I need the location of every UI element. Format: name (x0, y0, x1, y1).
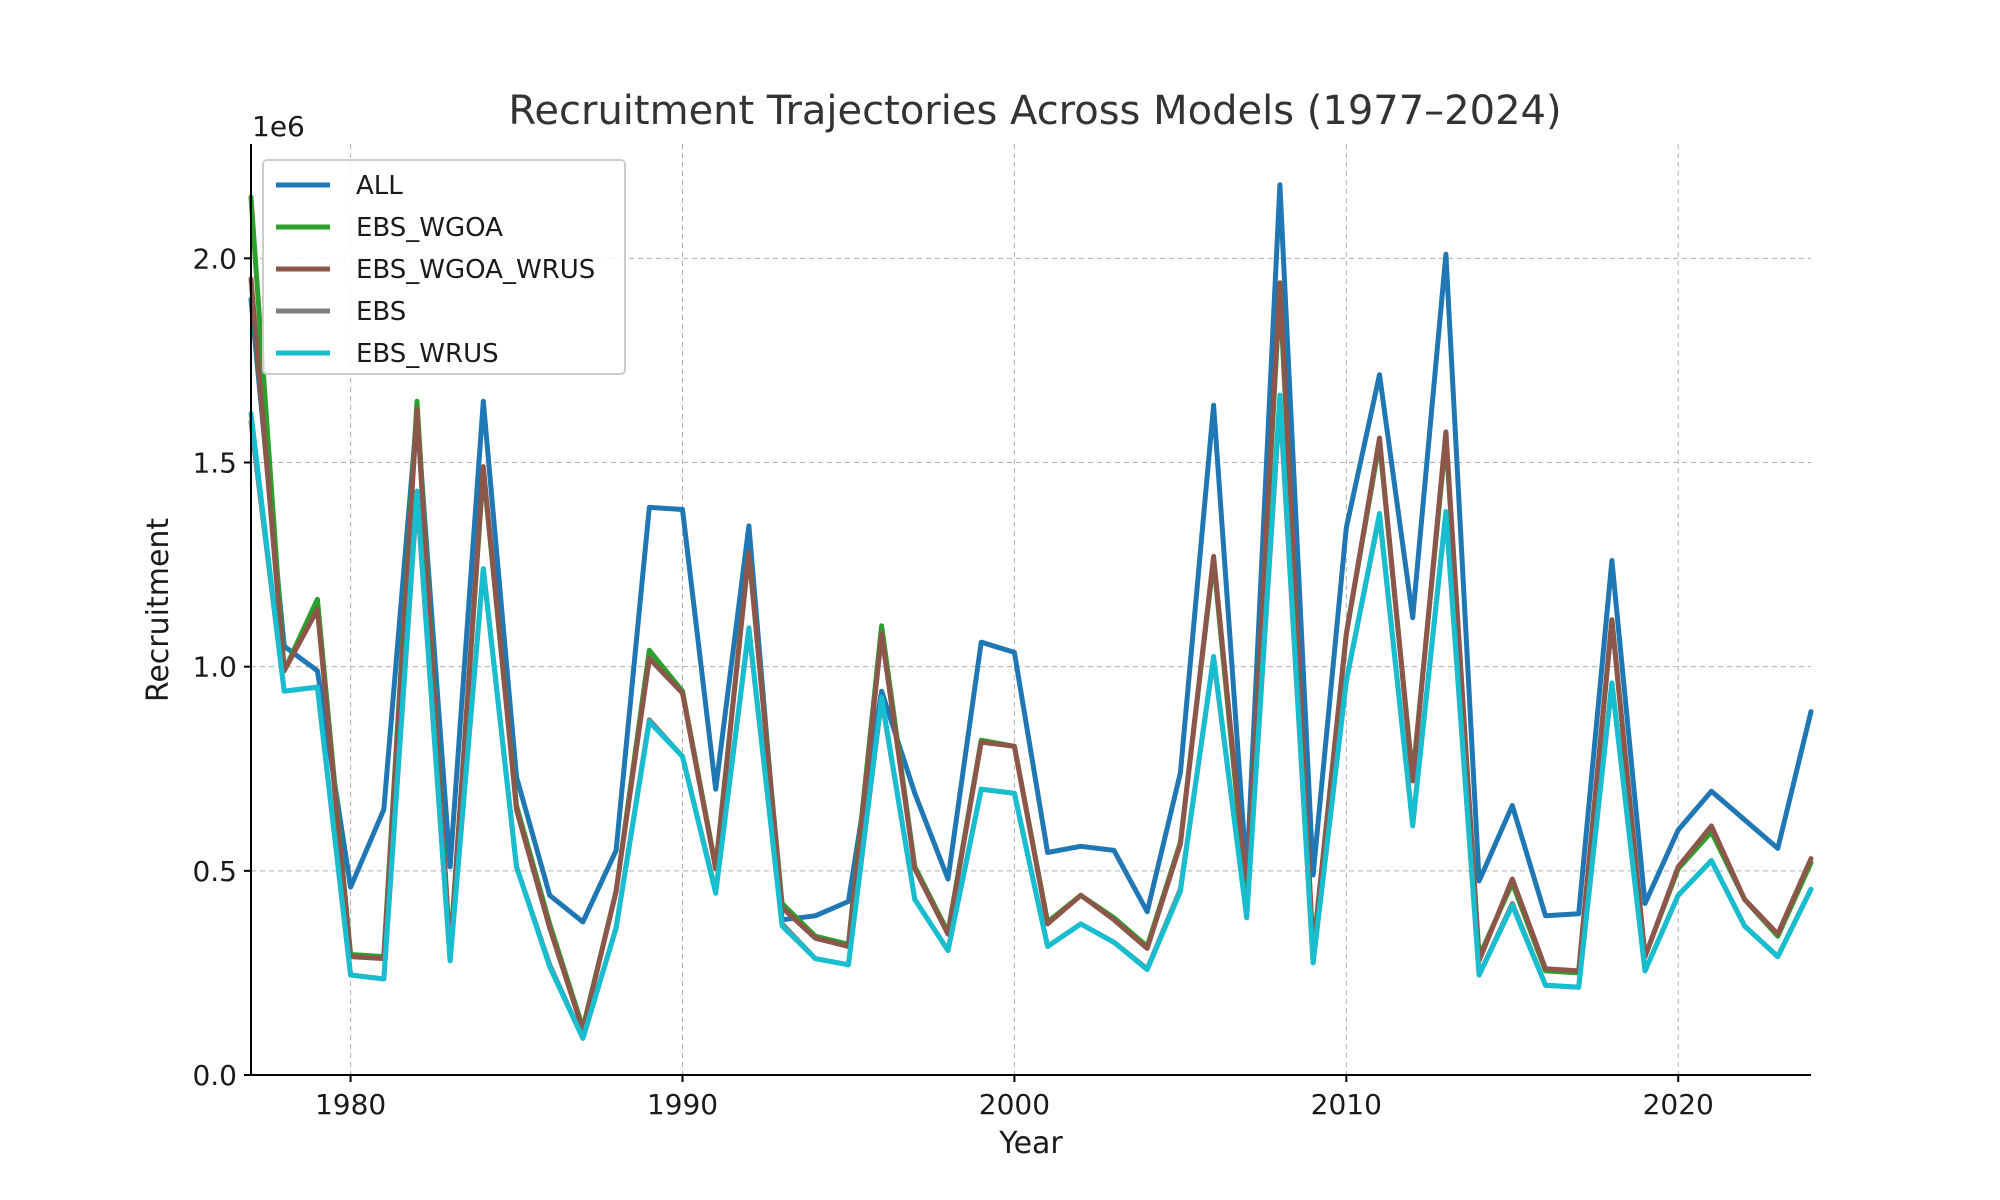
y-tick-label: 2.0 (192, 242, 237, 275)
x-tick-label: 2020 (1643, 1088, 1714, 1121)
legend-label: EBS_WRUS (356, 339, 499, 369)
y-tick-label: 1.5 (192, 447, 237, 480)
legend-label: EBS_WGOA_WRUS (356, 255, 595, 285)
legend-label: ALL (356, 171, 403, 201)
y-tick-label: 0.0 (192, 1059, 237, 1092)
chart-title: Recruitment Trajectories Across Models (… (508, 88, 1561, 134)
x-axis-label: Year (998, 1126, 1063, 1161)
legend-frame (262, 159, 626, 375)
y-offset-label: 1e6 (252, 110, 305, 143)
series-line-ebs-wgoa-wrus (248, 276, 1814, 1033)
x-tick-label: 1990 (647, 1088, 718, 1121)
series-line-ebs-wrus (248, 392, 1814, 1041)
y-tick-label: 1.0 (192, 651, 237, 684)
y-tick-label: 0.5 (192, 855, 237, 888)
series-line-all (248, 182, 1814, 925)
axes-spines (250, 144, 1811, 1076)
legend: ALL EBS_WGOA EBS_WGOA_WRUS EBS EBS_WRUS (262, 159, 626, 375)
x-tick-label: 1980 (315, 1088, 386, 1121)
x-tick-label: 2010 (1311, 1088, 1382, 1121)
y-axis-label: Recruitment (141, 518, 176, 703)
y-ticks: 0.0 0.5 1.0 1.5 2.0 (192, 242, 251, 1092)
x-ticks: 1980 1990 2000 2010 2020 (315, 1075, 1714, 1121)
legend-label: EBS (356, 297, 406, 327)
series-lines (248, 182, 1814, 1041)
legend-label: EBS_WGOA (356, 213, 503, 243)
x-tick-label: 2000 (979, 1088, 1050, 1121)
